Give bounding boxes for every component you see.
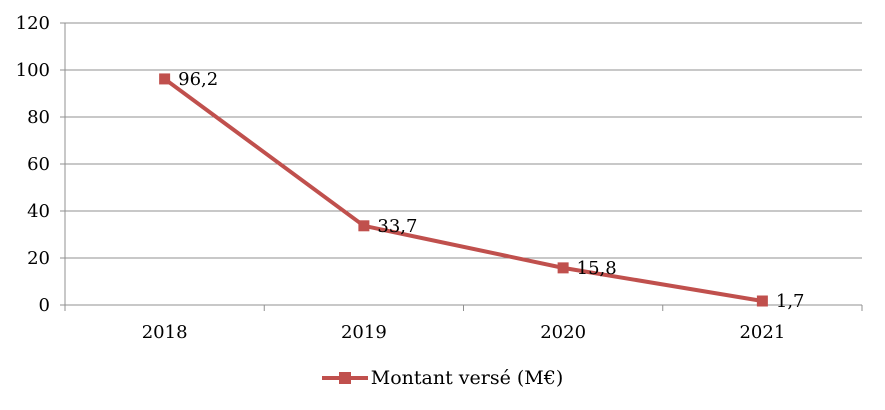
- data-point-marker: [557, 262, 569, 274]
- data-point-marker: [756, 295, 768, 307]
- legend-line-marker-icon: [321, 372, 368, 384]
- y-tick-label: 20: [27, 248, 50, 269]
- data-point-marker: [159, 73, 171, 85]
- series-line: [163, 77, 763, 303]
- data-label: 15,8: [577, 258, 617, 279]
- data-point-marker: [358, 220, 370, 232]
- y-tick-label: 40: [27, 201, 50, 222]
- y-tick-label: 0: [39, 295, 50, 316]
- plot-area: 0 20 40 60 80 100 120 2018 2019 2020 2021 96,2 33,7 1…: [16, 13, 863, 343]
- legend: Montant versé (M€): [0, 366, 885, 390]
- data-label: 33,7: [377, 216, 417, 237]
- legend-label: Montant versé (M€): [370, 367, 564, 389]
- x-tick-label: 2020: [540, 322, 586, 343]
- y-tick-label: 100: [16, 60, 50, 81]
- legend-square-icon: [338, 372, 351, 384]
- x-tick-label: 2018: [142, 322, 188, 343]
- x-tick-label: 2019: [341, 322, 387, 343]
- data-label: 96,2: [178, 69, 218, 90]
- x-tick-label: 2021: [739, 322, 785, 343]
- data-label: 1,7: [776, 291, 805, 312]
- y-tick-label: 120: [16, 13, 50, 34]
- y-tick-label: 60: [27, 154, 50, 175]
- y-tick-label: 80: [27, 107, 50, 128]
